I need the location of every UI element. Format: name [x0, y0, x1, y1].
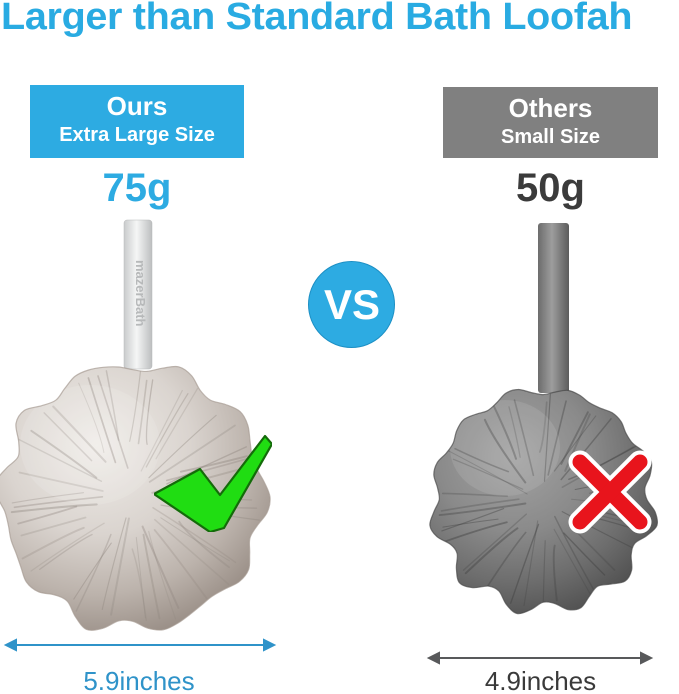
svg-text:mazerBath: mazerBath [133, 260, 148, 327]
